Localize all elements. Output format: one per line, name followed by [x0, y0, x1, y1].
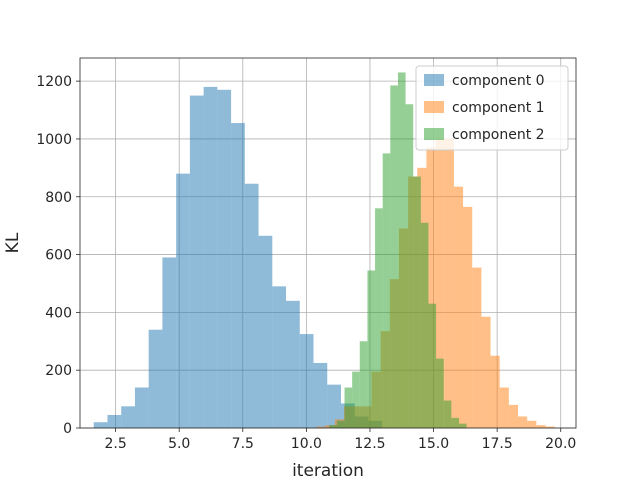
legend-label: component 0 — [452, 73, 545, 89]
histogram-bar — [352, 371, 360, 428]
series-2-bars — [329, 72, 467, 428]
y-axis-label: KL — [3, 232, 23, 253]
histogram-bar — [451, 417, 459, 428]
axes-frame — [79, 57, 577, 429]
x-tick-label: 2.5 — [104, 436, 126, 452]
histogram-bar — [344, 387, 353, 428]
histogram-bar — [176, 173, 190, 428]
legend-label: component 1 — [452, 100, 545, 116]
x-tick-label: 17.5 — [482, 436, 513, 452]
histogram-bar — [453, 186, 464, 428]
histogram-bar — [316, 426, 326, 428]
histogram-bar — [444, 138, 454, 428]
legend: component 0 component 1 component 2 — [415, 65, 569, 151]
x-tick-label: 7.5 — [232, 436, 254, 452]
histogram-bar — [413, 176, 421, 428]
histogram-bar — [359, 341, 368, 428]
y-tick-label: 800 — [45, 190, 72, 206]
series-0-bars — [93, 86, 383, 428]
x-axis-label: iteration — [292, 461, 364, 480]
x-tick-label: 12.5 — [354, 436, 385, 452]
histogram-bar — [203, 86, 218, 428]
y-tick-label: 1200 — [36, 74, 72, 90]
y-axis-ticks: 0 200 400 600 800 1000 1200 — [36, 74, 80, 437]
histogram-bar — [299, 334, 314, 428]
y-tick-label: 0 — [63, 421, 72, 437]
histogram-bar — [272, 286, 287, 428]
histogram-bar — [367, 270, 376, 428]
y-tick-label: 200 — [45, 363, 72, 379]
histogram-bar — [481, 316, 491, 428]
histogram-bar — [472, 267, 482, 428]
histogram-bar — [536, 425, 546, 428]
histogram-bar — [428, 303, 437, 428]
y-tick-label: 1000 — [36, 132, 72, 148]
histogram-bar — [107, 414, 122, 428]
legend-swatch — [424, 101, 444, 113]
x-tick-label: 5.0 — [168, 436, 190, 452]
histogram-bar — [420, 222, 429, 428]
histogram-bar — [327, 384, 341, 428]
histogram-bar — [258, 235, 273, 428]
y-tick-label: 600 — [45, 248, 72, 264]
x-axis-ticks: 2.5 5.0 7.5 10.0 12.5 15.0 17.5 20.0 — [104, 428, 576, 452]
histogram-bar — [405, 104, 414, 428]
histogram-bar — [436, 358, 444, 428]
histogram-bar — [134, 387, 149, 428]
histogram-bar — [499, 387, 509, 428]
histogram-bar — [458, 423, 467, 428]
x-tick-label: 15.0 — [418, 436, 449, 452]
histogram-bars — [93, 72, 555, 428]
histogram-bar — [217, 89, 232, 428]
histogram-bar — [93, 422, 108, 428]
histogram-bar — [390, 85, 398, 428]
x-tick-label: 20.0 — [545, 436, 576, 452]
histogram-bar — [397, 72, 406, 428]
histogram-bar — [490, 355, 500, 428]
histogram-bar — [375, 208, 383, 428]
legend-label: component 2 — [452, 127, 545, 143]
histogram-bar — [518, 416, 528, 428]
histogram-bar — [463, 206, 473, 428]
histogram-bar — [231, 123, 245, 428]
histogram-bar — [162, 257, 177, 428]
histogram-bar — [286, 300, 300, 428]
legend-box — [415, 65, 569, 151]
histogram-bar — [443, 400, 452, 428]
histogram-bar — [148, 329, 163, 428]
histogram-bar — [336, 420, 345, 428]
x-tick-label: 10.0 — [291, 436, 322, 452]
histogram-bar — [189, 95, 204, 428]
histogram-bar — [435, 138, 445, 428]
histogram-bar — [527, 420, 537, 428]
histogram-bar — [508, 404, 519, 428]
histogram-bar — [382, 153, 391, 428]
histogram-bar — [244, 183, 259, 428]
histogram-bar — [329, 425, 337, 428]
histogram-bar — [545, 426, 555, 428]
y-tick-label: 400 — [45, 305, 72, 321]
histogram-bar — [313, 362, 328, 428]
legend-swatch — [424, 74, 444, 86]
histogram-bar — [121, 406, 135, 428]
histogram-bar — [426, 147, 436, 428]
legend-swatch — [424, 128, 444, 140]
